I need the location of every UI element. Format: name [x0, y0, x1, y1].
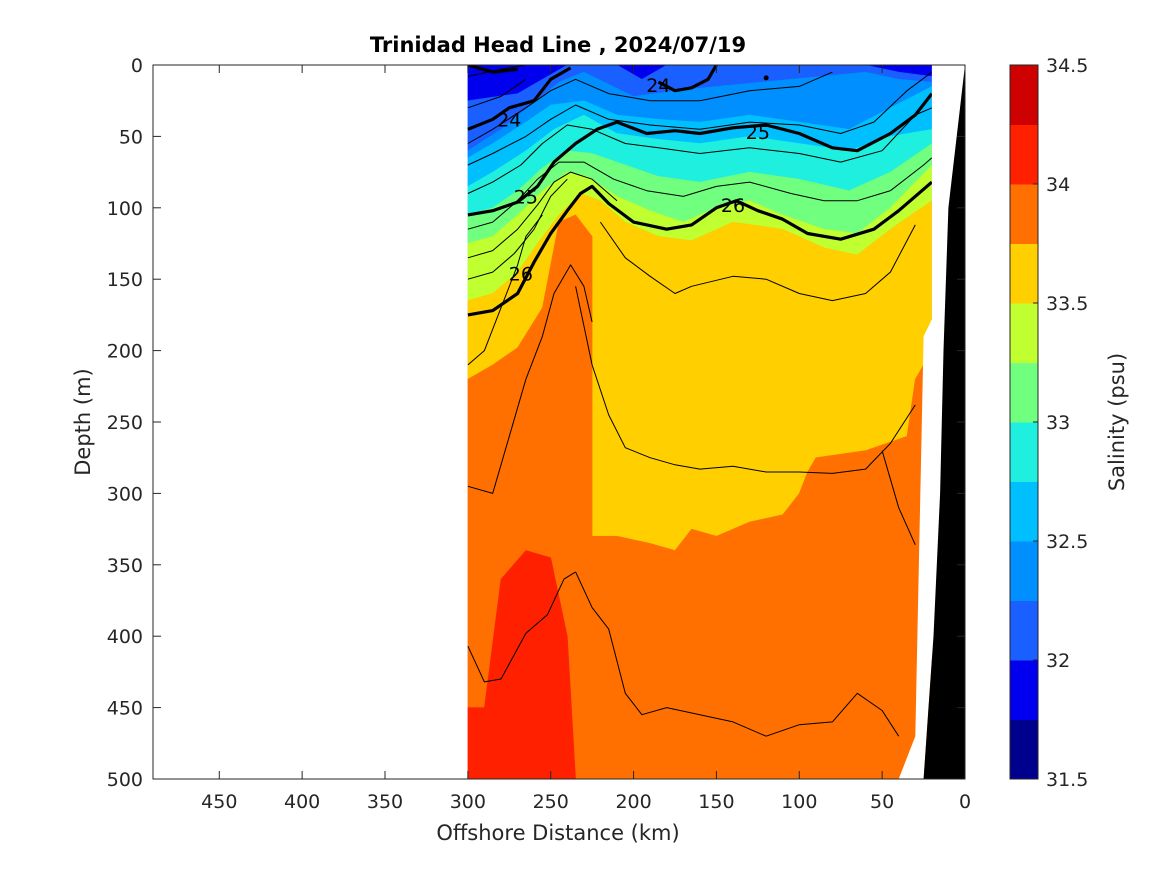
- y-tick-label: 100: [107, 198, 143, 220]
- x-tick-label: 450: [201, 791, 237, 813]
- colorbar-segment: [1010, 303, 1038, 363]
- thin-contour-line: [467, 264, 593, 494]
- nodata-region: [898, 65, 965, 779]
- thin-contour-line: [467, 214, 543, 366]
- isopycnal-26-line: [467, 180, 933, 317]
- colorbar-tick-label: 32.5: [1046, 531, 1088, 553]
- y-tick-label: 300: [107, 483, 143, 505]
- isopycnal-25-line: [467, 92, 934, 217]
- salinity-fill-layer: [467, 65, 933, 779]
- colorbar-segment: [1010, 124, 1038, 185]
- chart-title: Trinidad Head Line , 2024/07/19: [370, 33, 746, 57]
- colorbar-tick-label: 33.5: [1046, 293, 1088, 315]
- y-tick-label: 50: [119, 126, 143, 148]
- y-tick-label: 0: [131, 55, 143, 77]
- y-tick-label: 500: [107, 769, 143, 791]
- x-tick-label: 200: [615, 791, 651, 813]
- colorbar-segment: [1010, 719, 1038, 780]
- x-tick-label: 400: [284, 791, 320, 813]
- plot-area: 24 24 25 25 26 26: [152, 64, 966, 780]
- colorbar-tick-label: 34.5: [1046, 55, 1088, 77]
- station-marker: [763, 75, 769, 81]
- salinity-band-34: [467, 550, 576, 779]
- thin-contour-line: [467, 71, 933, 166]
- y-tick-label: 350: [107, 555, 143, 577]
- colorbar-segment: [1010, 600, 1038, 661]
- thin-contour-line: [467, 71, 833, 144]
- thin-contour-line: [467, 78, 527, 109]
- contour-label: 25: [746, 122, 770, 144]
- colorbar-label: Salinity (psu): [1105, 353, 1129, 491]
- contour-label: 24: [646, 75, 670, 97]
- thick-contour-layer: [467, 65, 934, 317]
- colorbar-tick-label: 31.5: [1046, 769, 1088, 791]
- colorbar-tick-label: 32: [1046, 650, 1070, 672]
- thin-contour-line: [467, 171, 618, 259]
- colorbar-segment: [1010, 65, 1038, 125]
- x-tick-label: 300: [450, 791, 486, 813]
- isopycnal-24-line: [657, 65, 718, 93]
- colorbar-segment: [1010, 541, 1038, 601]
- x-tick-label: 0: [959, 791, 971, 813]
- contour-label: 26: [509, 264, 533, 286]
- bathymetry-shelf: [923, 65, 965, 779]
- colorbar: 31.5 32 32.5 33 33.5 34 34.5: [1009, 55, 1088, 791]
- nodata-mask-layer: [898, 65, 965, 779]
- y-axis-label: Depth (m): [71, 368, 95, 475]
- isopycnal-24-line: [467, 65, 518, 74]
- colorbar-tick-label: 33: [1046, 412, 1070, 434]
- colorbar-segment: [1010, 481, 1038, 542]
- y-tick-label: 200: [107, 341, 143, 363]
- colorbar-segment: [1010, 243, 1038, 304]
- thin-contour-line: [467, 157, 933, 230]
- y-axis: 0 50 100 150 200 250 300 350 400 450 500: [107, 55, 965, 791]
- y-tick-label: 150: [107, 269, 143, 291]
- isopycnal-24-line: [467, 66, 572, 131]
- colorbar-tick-label: 34: [1046, 174, 1070, 196]
- contour-label: 24: [497, 109, 521, 131]
- contour-label: 26: [721, 195, 745, 217]
- thin-contour-line: [467, 571, 576, 683]
- y-tick-label: 450: [107, 698, 143, 720]
- thin-contour-line: [575, 286, 916, 474]
- x-tick-label: 350: [367, 791, 403, 813]
- colorbar-segment: [1010, 660, 1038, 720]
- colorbar-segment: [1010, 422, 1038, 482]
- y-tick-label: 400: [107, 626, 143, 648]
- x-tick-label: 100: [781, 791, 817, 813]
- x-tick-label: 150: [698, 791, 734, 813]
- contour-label-layer: 24 24 25 25 26 26: [497, 75, 770, 286]
- colorbar-segment: [1010, 184, 1038, 244]
- thin-contour-line: [881, 450, 916, 546]
- colorbar-segment: [1010, 362, 1038, 423]
- y-tick-label: 250: [107, 412, 143, 434]
- x-axis-label: Offshore Distance (km): [436, 821, 679, 845]
- thin-contour-line: [575, 571, 900, 737]
- x-axis: 450 400 350 300 250 200 150 100 50 0: [201, 65, 971, 813]
- thin-contour-line: [467, 65, 526, 77]
- thin-contour-line: [467, 107, 933, 194]
- thin-contour-line: [599, 221, 916, 302]
- x-tick-label: 250: [533, 791, 569, 813]
- thin-contour-layer: [467, 65, 933, 737]
- x-tick-label: 50: [870, 791, 894, 813]
- contour-label: 25: [514, 186, 538, 208]
